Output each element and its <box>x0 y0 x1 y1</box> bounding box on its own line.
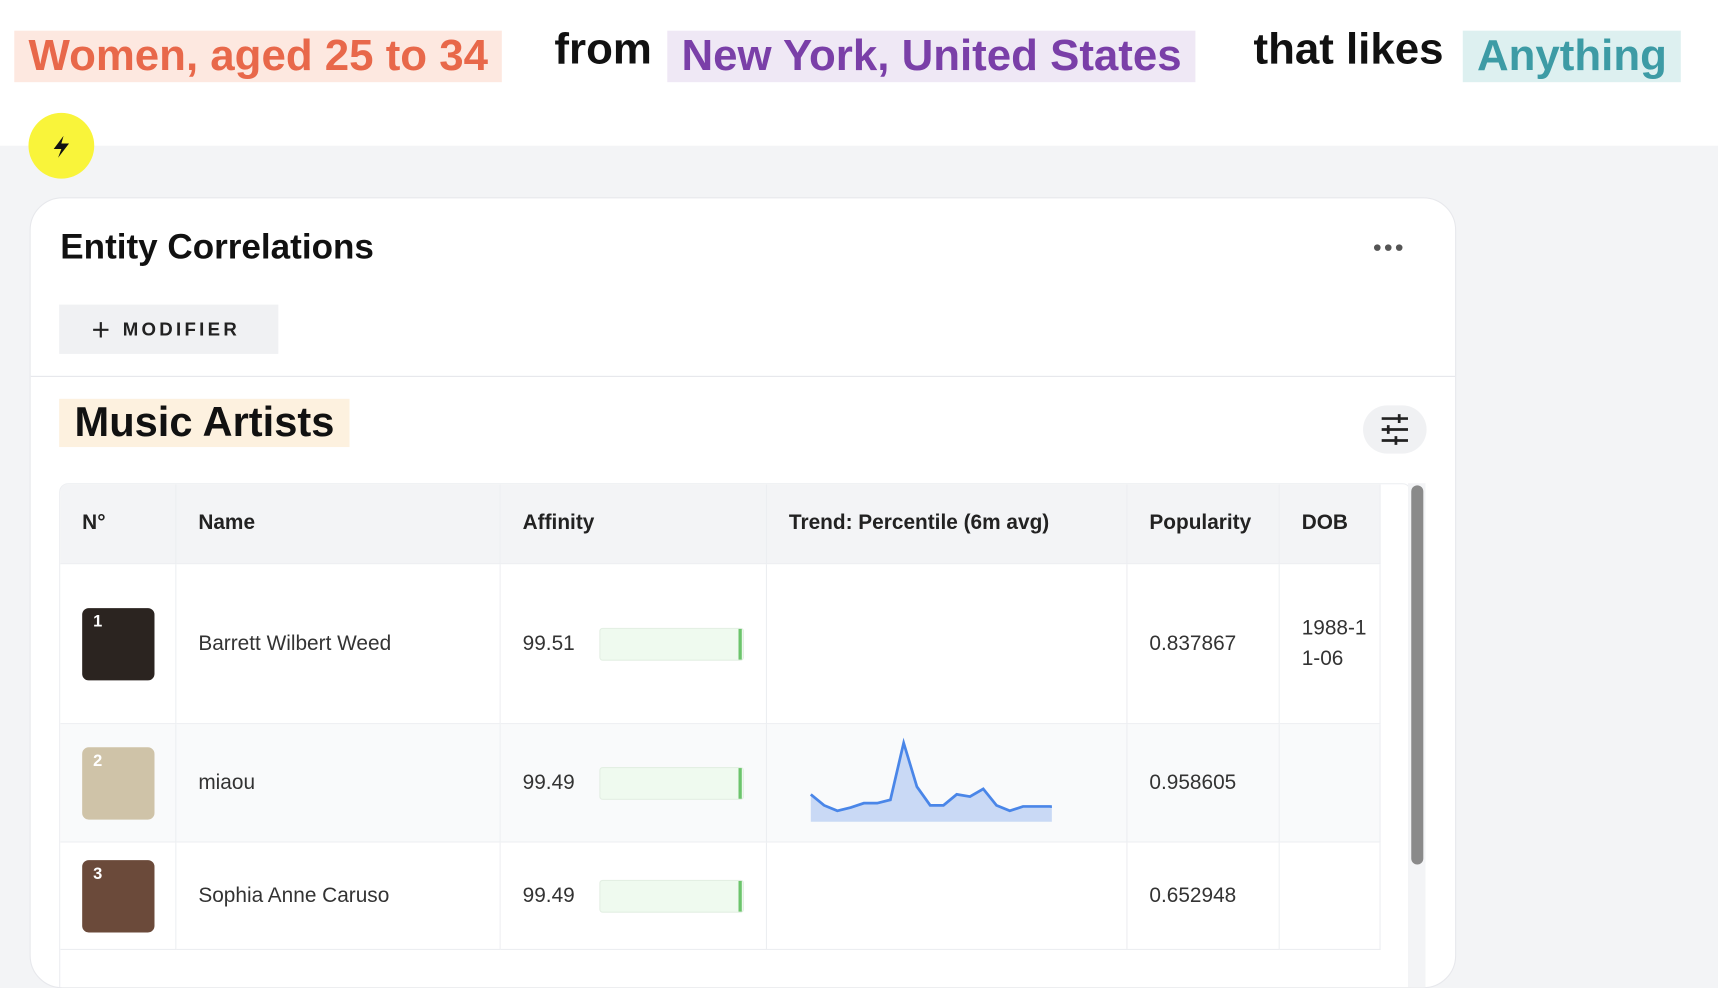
artist-image: 1 <box>82 607 155 680</box>
modifier-label: MODIFIER <box>122 318 241 340</box>
popularity-value: 0.652948 <box>1149 883 1237 907</box>
column-header: Affinity <box>500 484 767 565</box>
affinity-track <box>599 879 744 913</box>
action-button[interactable] <box>28 112 95 179</box>
table-cell: 2 <box>60 724 177 843</box>
query-segment: that likes <box>1253 25 1444 74</box>
affinity-bar <box>600 880 743 912</box>
affinity-value: 99.49 <box>522 883 575 907</box>
more-menu[interactable] <box>1373 242 1406 253</box>
bolt-icon <box>53 135 70 158</box>
section-title: Music Artists <box>59 398 350 448</box>
table-cell: 0.958605 <box>1127 724 1280 843</box>
artist-image: 3 <box>82 859 155 932</box>
rank-label: 1 <box>93 611 103 631</box>
query-segment[interactable]: Anything <box>1462 30 1682 83</box>
scroll-thumb[interactable] <box>1411 485 1424 865</box>
affinity-value: 99.49 <box>522 770 575 794</box>
filter-icon <box>1381 414 1408 445</box>
popularity-value: 0.837867 <box>1149 631 1237 655</box>
affinity-value: 99.51 <box>522 631 575 655</box>
plus-icon <box>93 322 109 338</box>
table-cell: 1988-11-06 <box>1279 564 1381 725</box>
scrollbar[interactable] <box>1407 483 1426 988</box>
column-header: N° <box>60 484 177 565</box>
rank-label: 3 <box>93 863 103 883</box>
column-header: DOB <box>1279 484 1381 565</box>
table-cell <box>766 564 1128 725</box>
trend-line <box>809 737 1052 812</box>
table-cell: 99.51 <box>500 564 767 725</box>
query-header: Women, aged 25 to 34 from New York, United… <box>0 0 1718 146</box>
query-segment[interactable]: New York, United States <box>667 30 1196 83</box>
affinity-bar <box>600 628 743 660</box>
artist-name[interactable]: miaou <box>198 770 256 794</box>
affinity-bar <box>600 767 743 799</box>
divider <box>30 375 1456 377</box>
table-cell <box>1279 842 1381 950</box>
artist-image: 2 <box>82 746 155 820</box>
table-cell <box>766 842 1128 950</box>
filter-button[interactable] <box>1363 405 1427 454</box>
query-segment[interactable]: Women, aged 25 to 34 <box>14 30 503 83</box>
trend-area <box>810 742 1052 822</box>
table-cell: 99.49 <box>500 842 767 950</box>
table-cell: 0.837867 <box>1127 564 1280 725</box>
panel: Entity Correlations MODIFIER Music Artis… <box>29 197 1457 988</box>
affinity-track <box>599 766 744 800</box>
table: N° Name Affinity Trend: Percentile (6m avg)… <box>59 483 1412 988</box>
rank-label: 2 <box>93 751 103 770</box>
table-cell: 1 <box>60 564 177 725</box>
table-cell <box>1279 724 1381 843</box>
trend-sparkline <box>809 737 1052 822</box>
table-cell: 99.49 <box>500 724 767 843</box>
artist-name[interactable]: Barrett Wilbert Weed <box>198 631 392 655</box>
panel-title: Entity Correlations <box>60 226 374 267</box>
artist-name[interactable]: Sophia Anne Caruso <box>198 883 390 907</box>
table-cell: 0.652948 <box>1127 842 1280 950</box>
table-cell: miaou <box>176 724 501 843</box>
column-header: Trend: Percentile (6m avg) <box>766 484 1128 565</box>
table-cell: Barrett Wilbert Weed <box>176 564 501 725</box>
modifier-button[interactable]: MODIFIER <box>59 304 279 354</box>
query-segment: from <box>554 25 652 74</box>
dob-value: 1988-11-06 <box>1301 616 1367 671</box>
table-cell: Sophia Anne Caruso <box>176 842 501 950</box>
column-header: Name <box>176 484 501 565</box>
column-header: Popularity <box>1127 484 1280 565</box>
table-cell <box>766 724 1128 843</box>
popularity-value: 0.958605 <box>1149 770 1237 794</box>
affinity-track <box>599 627 744 661</box>
table-cell: 3 <box>60 842 177 950</box>
